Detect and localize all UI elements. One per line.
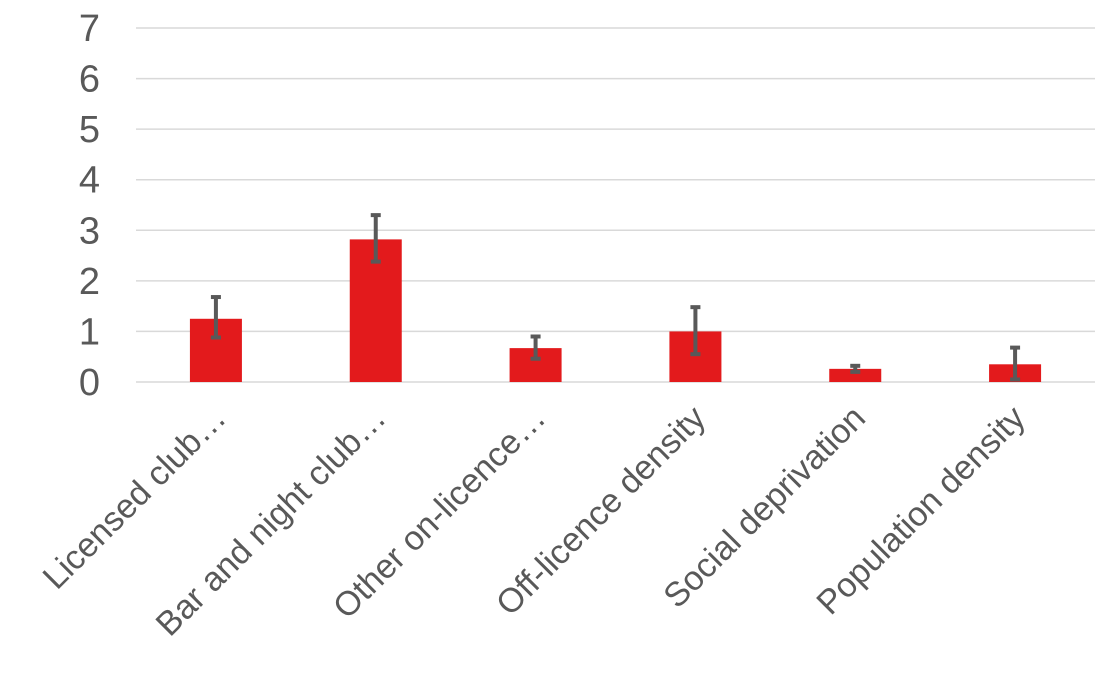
bars [189,239,1042,382]
y-tick-label: 6 [79,59,100,101]
y-tick-label: 4 [79,160,100,202]
y-tick-label: 7 [79,8,100,50]
x-axis-category-labels: Licensed club…Bar and night club…Other o… [36,399,1033,644]
error-bar [690,305,701,357]
error-bar [210,295,221,340]
gridlines [136,27,1095,383]
error-bar [850,363,861,374]
y-axis-tick-labels: 0 1 2 3 4 5 6 7 [79,8,100,404]
error-bar [370,213,381,264]
error-bar [530,334,541,361]
y-tick-label: 2 [79,261,100,303]
y-tick-label: 0 [79,362,100,404]
error-bar [1010,345,1021,382]
y-tick-label: 1 [79,311,100,353]
y-tick-label: 3 [79,210,100,252]
error-bars [210,213,1021,382]
y-tick-label: 5 [79,109,100,151]
bar [829,368,882,382]
